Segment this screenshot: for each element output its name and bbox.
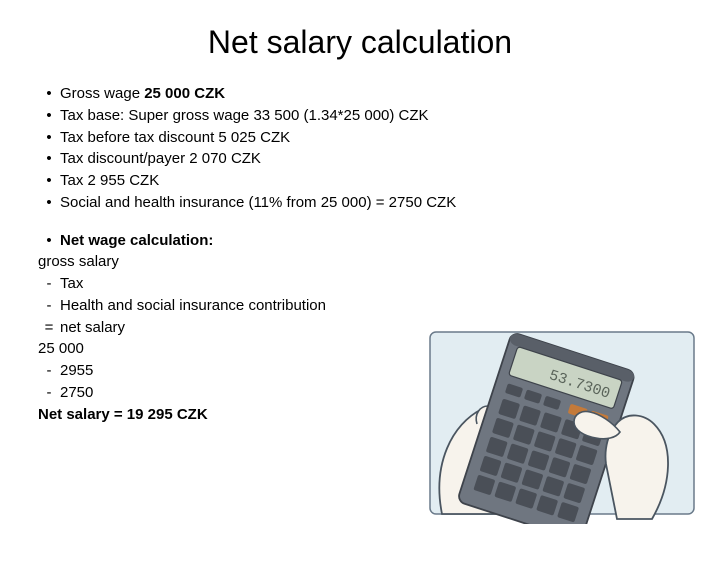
bullet-item: Tax discount/payer 2 070 CZK [38,148,700,170]
bullet-list-1: Gross wage 25 000 CZK Tax base: Super gr… [38,83,700,214]
calc-line: -Tax [38,273,700,295]
bullet-item: Tax 2 955 CZK [38,170,700,192]
calc-line: gross salary [38,251,700,273]
bullet-item: Tax base: Super gross wage 33 500 (1.34*… [38,105,700,127]
bullet-item: Tax before tax discount 5 025 CZK [38,127,700,149]
bullet-item: Gross wage 25 000 CZK [38,83,700,105]
page-title: Net salary calculation [0,24,720,61]
calculator-illustration: 53.7300 [422,314,702,524]
bullet-item: Social and health insurance (11% from 25… [38,192,700,214]
section-header-list: Net wage calculation: [38,230,700,252]
section-header: Net wage calculation: [38,230,700,252]
